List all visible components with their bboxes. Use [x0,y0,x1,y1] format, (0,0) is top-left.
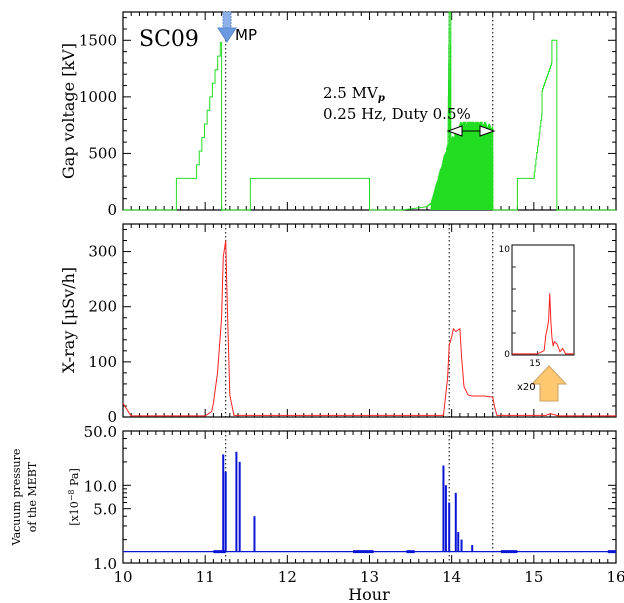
y-tick-label: 300 [88,243,117,261]
mp-arrow-shaft [222,11,232,29]
y-label-gap-voltage: Gap voltage [kV] [59,43,78,179]
x-tick-label: 10 [113,568,132,586]
x-tick-label: 16 [606,568,624,586]
inset-ytick-bottom: 0 [504,350,510,360]
y-label-vacuum-line2: of the MEBT [26,461,39,532]
sc09-label: SC09 [139,27,199,52]
x-tick-labels: 10 11 12 13 14 15 16 [113,568,624,586]
y-tick-label: 200 [88,298,117,316]
inset-series [512,293,574,355]
x-ray-line [122,240,616,417]
x-tick-label: 12 [278,568,297,586]
x-ray-inset: 10 0 15 x20 [499,244,575,402]
range-arrow-right-head [479,125,496,137]
gap-voltage-line [123,11,616,211]
mp-label: MP [235,26,257,44]
panel2-series [122,240,616,417]
x-tick-label: 14 [442,568,461,586]
y-tick-label: 100 [88,353,117,371]
y-tick-label: 1.0 [93,555,117,573]
panel3-frame [122,430,617,564]
panel3-ticks: 1.0 5.0 10.0 50.0 [84,423,617,573]
inset-scale-label: x20 [517,382,536,393]
x-tick-label: 11 [196,568,215,586]
panel1-series [123,11,616,211]
inset-frame [511,244,575,356]
y-tick-label: 10.0 [84,477,117,495]
x-axis-label: Hour [348,585,390,603]
inset-up-arrow-icon [530,365,568,402]
inset-ytick-top: 10 [499,245,511,255]
y-label-x-ray: X-ray [μSv/h] [59,267,78,373]
inset-ticks [512,244,538,356]
y-tick-label: 5.0 [93,501,117,519]
gap-voltage-burst [430,121,494,211]
y-tick-label: 0 [107,408,117,426]
range-arrow-left-head [446,125,463,137]
mp-arrow-icon [217,27,237,43]
y-tick-label: 50.0 [84,423,117,441]
annotation-line1: 2.5 MVp [323,84,385,104]
panel2-vlines [225,224,494,417]
mp-marker: MP [217,11,257,44]
inset-xtick: 15 [529,359,540,369]
y-label-vacuum-unit: [x10−8 Pa] [67,468,81,526]
y-tick-label: 500 [88,144,117,162]
range-arrow [446,125,496,137]
inset-line [512,293,574,355]
x-tick-label: 13 [360,568,379,586]
annotation-line2: 0.25 Hz, Duty 0.5% [323,105,471,123]
y-tick-label: 1500 [79,31,117,49]
panel-vacuum: 1.0 5.0 10.0 50.0 Vacuum pressure of the ME… [10,423,617,573]
panel3-vlines [225,431,494,563]
panel-gap-voltage: 0 500 1000 1500 SC09 MP 2.5 MVp 0.25 Hz, Du… [59,11,617,219]
y-tick-label: 1000 [79,88,117,106]
x-tick-label: 15 [524,568,543,586]
panel3-series [123,451,616,554]
panel1-ticks: 0 500 1000 1500 [79,12,617,219]
y-tick-label: 0 [107,201,117,219]
y-label-vacuum-line1: Vacuum pressure [10,449,23,547]
